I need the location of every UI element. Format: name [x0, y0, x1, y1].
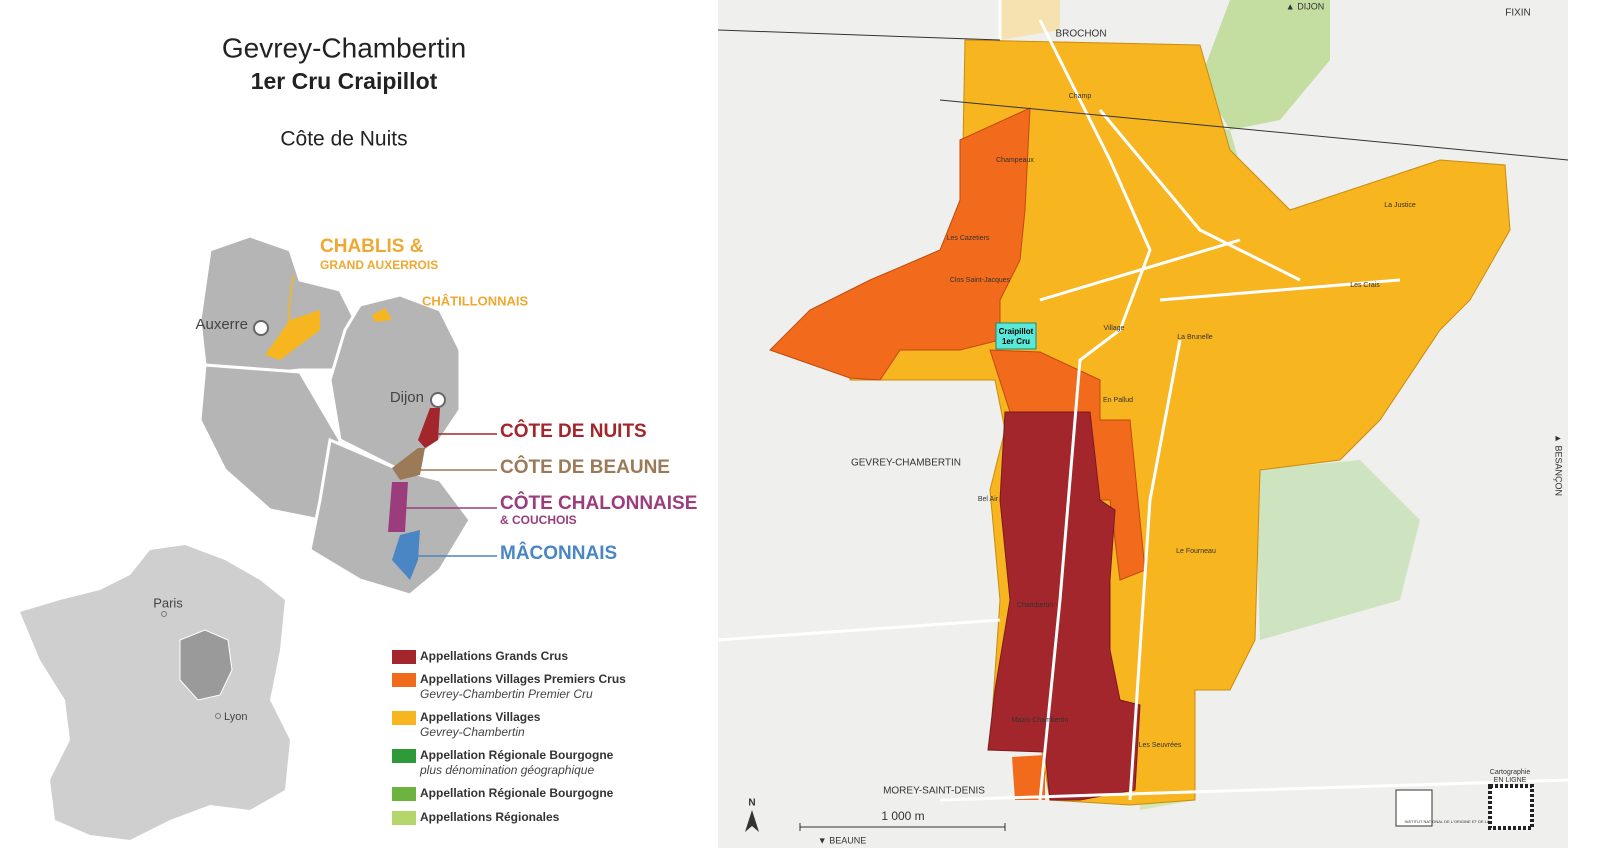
nuits-area: [418, 408, 440, 448]
north-arrow: [745, 810, 759, 832]
climat-label: Les Seuvrées: [1139, 742, 1182, 749]
legend: Appellations Grands Crus Appellations Vil…: [392, 649, 626, 825]
legend-label: Appellation Régionale Bourgogne: [420, 786, 614, 800]
climat-label: En Pallud: [1103, 397, 1133, 404]
city-label: Paris: [153, 595, 183, 610]
climat-label: La Justice: [1384, 202, 1416, 209]
qr-label: Cartographie: [1490, 769, 1531, 776]
region-label: CHÂTILLONNAIS: [422, 293, 528, 308]
direction-label: ▲ DIJON: [1286, 1, 1324, 11]
city-dot: [161, 611, 167, 617]
scale-bar: [799, 823, 1006, 831]
city-dot: [253, 320, 269, 336]
climat-label: Le Fourneau: [1176, 548, 1216, 555]
title: Gevrey-Chambertin: [222, 32, 466, 63]
premier-cru-area: [1012, 755, 1045, 800]
regional-area: [1200, 0, 1330, 130]
place-label: FIXIN: [1505, 8, 1531, 19]
legend-sublabel: plus dénomination géographique: [419, 763, 594, 777]
direction-label: ▲ BESANÇON: [1554, 434, 1564, 496]
climat-label: Mazis-Chambertin: [1012, 717, 1069, 724]
direction-label: ▼ BEAUNE: [818, 835, 866, 845]
legend-label: Appellations Villages: [420, 710, 541, 724]
climat-label: Clos Saint-Jacques: [950, 277, 1011, 284]
left-panel: Gevrey-Chambertin 1er Cru Craipillot Côt…: [20, 32, 697, 840]
chalon-area: [388, 482, 408, 532]
highlight-sublabel: 1er Cru: [1002, 337, 1030, 346]
macon-area: [392, 530, 420, 580]
legend-sublabel: Gevrey-Chambertin: [420, 725, 525, 739]
place-label: GEVREY-CHAMBERTIN: [851, 458, 961, 469]
city-label: Auxerre: [195, 316, 248, 333]
climat-label: Village: [1104, 325, 1125, 332]
logo-text: INSTITUT NATIONAL DE L'ORIGINE ET DE LA …: [1404, 819, 1507, 824]
beaune-area: [392, 448, 425, 480]
north-label: N: [748, 798, 755, 809]
region-sublabel: GRAND AUXERROIS: [320, 258, 438, 272]
france-map: [20, 545, 290, 840]
legend-sublabel: Gevrey-Chambertin Premier Cru: [420, 687, 593, 701]
grand-cru-area: [987, 411, 1141, 801]
chatillon-area: [372, 308, 392, 322]
region-label: CHABLIS &: [320, 236, 424, 257]
region-sublabel: & COUCHOIS: [500, 513, 577, 527]
climat-label: Champeaux: [996, 157, 1034, 164]
legend-label: Appellation Régionale Bourgogne: [420, 748, 614, 762]
city-dot: [430, 392, 446, 408]
climat-label: Les Crais: [1350, 282, 1380, 289]
place-label: MOREY-SAINT-DENIS: [883, 786, 985, 797]
highlight-label: Craipillot: [999, 327, 1034, 336]
city-label: Dijon: [390, 389, 424, 406]
qr-code: [1488, 784, 1534, 830]
scale-label: 1 000 m: [881, 809, 924, 823]
climat-label: La Brunelle: [1177, 334, 1213, 341]
legend-swatch: [392, 787, 416, 801]
leader: [287, 274, 294, 326]
city-label: Lyon: [224, 711, 247, 723]
region-label: MÂCONNAIS: [500, 542, 617, 564]
climat-label: Chambertin: [1017, 602, 1053, 609]
highlight-parcel: [995, 322, 1037, 350]
place-label: BROCHON: [1055, 29, 1106, 40]
region-label: CÔTE DE BEAUNE: [500, 456, 670, 478]
legend-label: Appellations Villages Premiers Crus: [420, 672, 626, 686]
legend-swatch: [392, 749, 416, 763]
burgundy-in-france: [179, 629, 233, 701]
vineyard-map: Craipillot 1er Cru BROCHON FIXIN GEVREY-…: [717, 0, 1569, 848]
region-name: Côte de Nuits: [280, 128, 407, 151]
climat-labels: Village La Justice Champ Bel Air Les Cazetie…: [947, 93, 1416, 749]
road: [717, 0, 1569, 802]
boundary: [717, 29, 1569, 161]
region-label: CÔTE CHALONNAISE: [500, 492, 697, 514]
climat-label: Les Cazetiers: [947, 235, 990, 242]
premier-cru-area: [769, 107, 1031, 381]
legend-label: Appellations Régionales: [420, 810, 560, 824]
subtitle: 1er Cru Craipillot: [251, 68, 438, 94]
legend-swatch: [392, 650, 416, 664]
city-dot: [215, 713, 221, 719]
chablis-area: [265, 310, 320, 360]
inao-logo: [1395, 789, 1433, 827]
regional-area: [1255, 460, 1420, 640]
region-label: CÔTE DE NUITS: [500, 420, 647, 442]
legend-swatch: [392, 811, 416, 825]
qr-sublabel: EN LIGNE: [1494, 777, 1527, 784]
legend-swatch: [392, 673, 416, 687]
legend-swatch: [392, 711, 416, 725]
climat-label: Bel Air: [978, 496, 999, 503]
climat-label: Champ: [1069, 93, 1092, 100]
legend-label: Appellations Grands Crus: [420, 649, 568, 663]
